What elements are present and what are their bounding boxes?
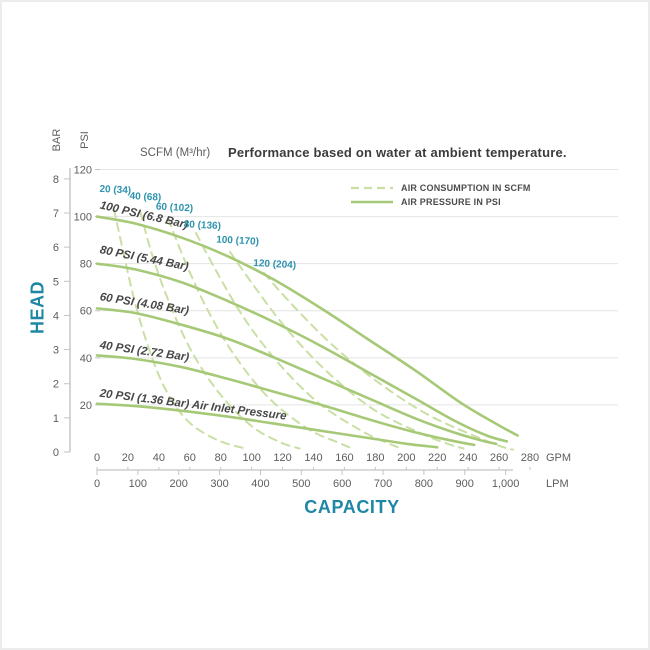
gpm-tick-label-180: 180 <box>366 452 384 464</box>
bar-tick-label-4: 4 <box>53 310 59 322</box>
gpm-tick-label-60: 60 <box>184 452 196 464</box>
gpm-tick-label-80: 80 <box>215 452 227 464</box>
air-pressure-curve-20-psi <box>95 402 439 449</box>
legend: AIR CONSUMPTION IN SCFM AIR PRESSURE IN … <box>350 181 531 209</box>
lpm-tick-label-0: 0 <box>94 478 100 490</box>
pressure-curve-label-60-psi: 60 PSI (4.08 Bar) <box>99 291 190 317</box>
legend-item-air-pressure: AIR PRESSURE IN PSI <box>350 195 531 209</box>
gpm-tick-label-0: 0 <box>94 452 100 464</box>
bar-tick-label-6: 6 <box>53 242 59 254</box>
air-consumption-curve-80-scfm <box>194 232 403 450</box>
psi-tick-label-60: 60 <box>80 306 92 318</box>
psi-tick-label-100: 100 <box>74 212 92 224</box>
air-consumption-curve-100-scfm <box>228 250 465 450</box>
air-pressure-curve-100-psi <box>95 215 519 437</box>
legend-label-air-consumption: AIR CONSUMPTION IN SCFM <box>401 183 531 193</box>
scfm-curve-label-60-scfm: 60 (102) <box>156 202 194 215</box>
psi-tick-label-40: 40 <box>80 353 92 365</box>
gpm-tick-label-200: 200 <box>397 452 415 464</box>
gpm-tick-label-40: 40 <box>153 452 165 464</box>
gpm-tick-label-20: 20 <box>122 452 134 464</box>
bar-tick-label-7: 7 <box>53 208 59 220</box>
air-consumption-curve-20-scfm <box>113 208 247 450</box>
air-pressure-curve-60-psi <box>95 307 498 446</box>
legend-label-air-pressure: AIR PRESSURE IN PSI <box>401 197 501 207</box>
scfm-curve-label-40-scfm: 40 (68) <box>129 191 161 204</box>
scfm-curve-label-100-scfm: 100 (170) <box>216 234 259 247</box>
dashed-line-swatch-icon <box>351 186 393 190</box>
solid-line-swatch-icon <box>351 200 393 204</box>
gpm-tick-label-160: 160 <box>335 452 353 464</box>
pressure-curve-label-80-psi: 80 PSI (5.44 Bar) <box>99 244 190 273</box>
lpm-tick-label-200: 200 <box>170 478 188 490</box>
bar-tick-label-1: 1 <box>53 413 59 425</box>
lpm-unit-label: LPM <box>546 478 569 490</box>
psi-tick-label-120: 120 <box>74 164 92 176</box>
bar-tick-label-2: 2 <box>53 379 59 391</box>
bar-tick-label-5: 5 <box>53 276 59 288</box>
x-axis-title-capacity: CAPACITY <box>304 497 400 517</box>
lpm-tick-label-800: 800 <box>415 478 433 490</box>
lpm-tick-label-1000: 1,000 <box>492 478 520 490</box>
gpm-unit-label: GPM <box>546 452 571 464</box>
lpm-tick-label-400: 400 <box>251 478 269 490</box>
gpm-tick-label-260: 260 <box>490 452 508 464</box>
gpm-tick-label-140: 140 <box>304 452 322 464</box>
legend-item-air-consumption: AIR CONSUMPTION IN SCFM <box>350 181 531 195</box>
bar-tick-label-0: 0 <box>53 447 59 459</box>
bar-tick-label-8: 8 <box>53 174 59 186</box>
lpm-tick-label-100: 100 <box>129 478 147 490</box>
gpm-tick-label-240: 240 <box>459 452 477 464</box>
lpm-tick-label-700: 700 <box>374 478 392 490</box>
gpm-tick-label-220: 220 <box>428 452 446 464</box>
air-consumption-curve-120-scfm <box>263 272 514 451</box>
gpm-tick-label-120: 120 <box>273 452 291 464</box>
psi-tick-label-20: 20 <box>80 400 92 412</box>
air-pressure-curve-40-psi <box>95 354 476 447</box>
scfm-curve-label-80-scfm: 80 (136) <box>183 219 221 232</box>
scfm-curve-label-20-scfm: 20 (34) <box>99 184 131 197</box>
lpm-tick-label-900: 900 <box>456 478 474 490</box>
lpm-tick-label-500: 500 <box>292 478 310 490</box>
bar-tick-label-3: 3 <box>53 345 59 357</box>
chart-title: Performance based on water at ambient te… <box>228 145 567 160</box>
air-consumption-curve-60-scfm <box>167 217 354 450</box>
gpm-tick-label-100: 100 <box>242 452 260 464</box>
scfm-curve-label-120-scfm: 120 (204) <box>253 258 296 271</box>
gpm-tick-label-280: 280 <box>521 452 539 464</box>
lpm-tick-label-300: 300 <box>210 478 228 490</box>
air-pressure-curve-80-psi <box>95 262 509 443</box>
lpm-tick-label-600: 600 <box>333 478 351 490</box>
psi-tick-label-80: 80 <box>80 259 92 271</box>
scfm-units-note: SCFM (M³/hr) <box>140 147 211 159</box>
